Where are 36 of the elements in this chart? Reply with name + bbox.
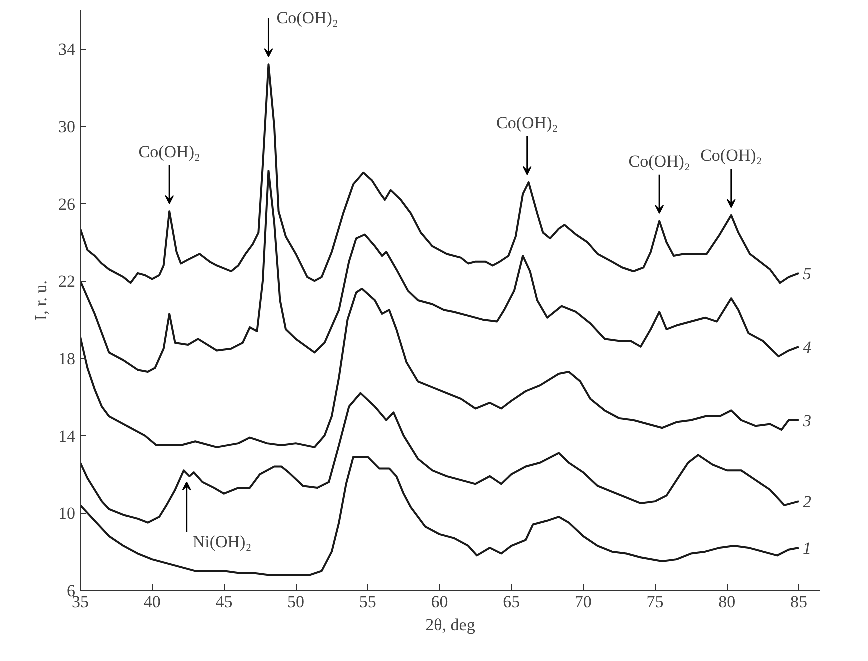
annotation: Co(OH)₂ — [628, 152, 690, 171]
annotation: Co(OH)₂ — [138, 142, 200, 162]
x-tick-label: 40 — [144, 592, 161, 612]
y-tick-label: 10 — [58, 504, 76, 524]
y-tick-label: 18 — [58, 350, 76, 368]
y-tick-label: 34 — [58, 40, 76, 60]
series-label: 4 — [802, 338, 812, 357]
line-series — [80, 288, 800, 448]
annotation: Co(OH)₂ — [496, 113, 558, 132]
x-tick-label: 65 — [503, 592, 520, 612]
series-label: 2 — [802, 492, 812, 512]
series-label: 1 — [802, 538, 812, 558]
line-series — [80, 392, 800, 524]
y-tick-label: 14 — [58, 426, 76, 446]
x-tick-label: 75 — [646, 592, 664, 612]
line-series — [80, 456, 800, 576]
x-axis-title: 2θ, deg — [426, 616, 476, 634]
y-tick-label: 26 — [58, 194, 76, 214]
x-tick-label: 55 — [359, 592, 376, 612]
x-tick-label: 45 — [216, 592, 233, 612]
x-tick-label: 50 — [288, 592, 305, 612]
line-series — [80, 170, 800, 374]
x-tick-label: 70 — [574, 592, 592, 612]
y-tick-label: 30 — [58, 118, 76, 136]
x-tick-label: 80 — [718, 592, 736, 612]
y-tick-label: 6 — [67, 582, 76, 600]
x-tick-label: 60 — [431, 592, 448, 612]
series-label: 5 — [802, 264, 812, 284]
y-tick-label: 22 — [58, 272, 76, 292]
annotation: Ni(OH)₂ — [192, 532, 252, 552]
annotation: Co(OH)₂ — [700, 146, 762, 166]
y-axis-title: I, r. u. — [32, 280, 50, 321]
line-series — [80, 64, 800, 284]
x-tick-label: 85 — [790, 592, 808, 612]
annotation: Co(OH)₂ — [276, 8, 338, 28]
series-label: 3 — [802, 411, 812, 430]
